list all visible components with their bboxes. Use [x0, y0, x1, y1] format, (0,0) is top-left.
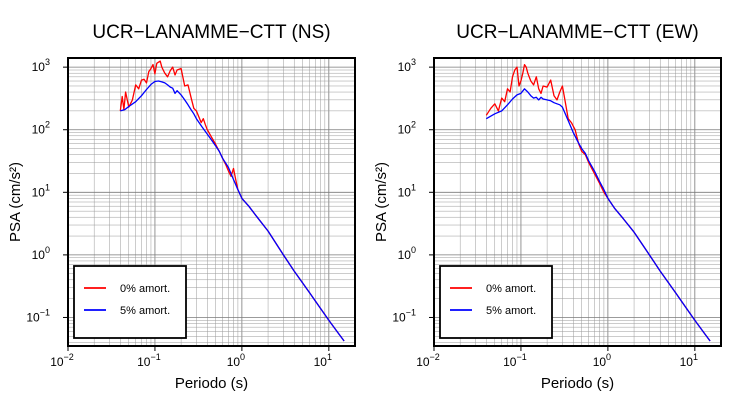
legend-box: [439, 265, 553, 339]
plot-frame: [433, 57, 722, 347]
tick-base: 10: [137, 355, 151, 369]
tick-base: 10: [50, 355, 64, 369]
x-axis-label: Periodo (s): [175, 375, 248, 392]
tick-base: 10: [32, 185, 46, 199]
x-tick-label: 101: [314, 352, 332, 369]
legend-label: 0% amort.: [486, 283, 536, 295]
y-tick-label: 102: [398, 120, 416, 137]
legend-label: 0% amort.: [120, 283, 170, 295]
plot-frame: [67, 57, 356, 347]
legend-label: 5% amort.: [120, 305, 170, 317]
tick-base: 10: [593, 355, 607, 369]
tick-base: 10: [503, 355, 517, 369]
tick-exponent: 1: [327, 352, 332, 362]
y-tick-label: 100: [398, 245, 416, 262]
tick-exponent: 0: [606, 352, 611, 362]
tick-exponent: 0: [240, 352, 245, 362]
legend-box: [73, 265, 187, 339]
y-tick-label: 100: [32, 245, 50, 262]
tick-base: 10: [398, 123, 412, 137]
tick-exponent: 0: [45, 245, 50, 255]
tick-exponent: 3: [45, 57, 50, 67]
tick-exponent: 1: [693, 352, 698, 362]
y-axis-label: PSA (cm/s²): [7, 162, 24, 242]
chart-title: UCR−LANAMME−CTT (EW): [456, 22, 698, 43]
chart-title: UCR−LANAMME−CTT (NS): [92, 22, 330, 43]
tick-exponent: 1: [411, 182, 416, 192]
tick-exponent: 3: [411, 57, 416, 67]
y-tick-label: 10−1: [392, 307, 416, 324]
tick-base: 10: [32, 60, 46, 74]
x-tick-label: 10−1: [137, 352, 161, 369]
series-line-damping-5: [485, 88, 711, 342]
y-tick-label: 103: [398, 57, 416, 74]
x-axis-label: Periodo (s): [541, 375, 614, 392]
tick-base: 10: [398, 60, 412, 74]
tick-exponent: 0: [411, 245, 416, 255]
x-tick-label: 10−2: [50, 352, 74, 369]
y-tick-label: 102: [32, 120, 50, 137]
tick-exponent: −2: [430, 352, 440, 362]
tick-exponent: −1: [150, 352, 160, 362]
tick-base: 10: [398, 185, 412, 199]
tick-base: 10: [26, 310, 40, 324]
y-tick-label: 101: [398, 182, 416, 199]
tick-base: 10: [314, 355, 328, 369]
tick-exponent: −1: [40, 307, 50, 317]
tick-exponent: −2: [64, 352, 74, 362]
x-tick-label: 101: [680, 352, 698, 369]
y-tick-label: 103: [32, 57, 50, 74]
tick-exponent: −1: [516, 352, 526, 362]
chart-panel-2: 10−2 10−1 100 10110−1100101102103UCR−LANAMM…: [373, 22, 722, 392]
series-line-damping-5: [120, 80, 345, 342]
x-tick-label: 10−2: [416, 352, 440, 369]
tick-base: 10: [32, 248, 46, 262]
tick-exponent: 2: [411, 120, 416, 130]
tick-exponent: −1: [406, 307, 416, 317]
chart-panel-1: 10−2 10−1 100 10110−1100101102103UCR−LANAMM…: [7, 22, 356, 392]
tick-base: 10: [416, 355, 430, 369]
x-tick-label: 10−1: [503, 352, 527, 369]
y-axis-label: PSA (cm/s²): [373, 162, 390, 242]
x-tick-label: 100: [227, 352, 245, 369]
x-tick-label: 100: [593, 352, 611, 369]
tick-base: 10: [32, 123, 46, 137]
y-tick-label: 10−1: [26, 307, 50, 324]
tick-exponent: 1: [45, 182, 50, 192]
tick-base: 10: [227, 355, 241, 369]
tick-base: 10: [680, 355, 694, 369]
tick-base: 10: [392, 310, 406, 324]
legend-label: 5% amort.: [486, 305, 536, 317]
tick-exponent: 2: [45, 120, 50, 130]
y-tick-label: 101: [32, 182, 50, 199]
tick-base: 10: [398, 248, 412, 262]
